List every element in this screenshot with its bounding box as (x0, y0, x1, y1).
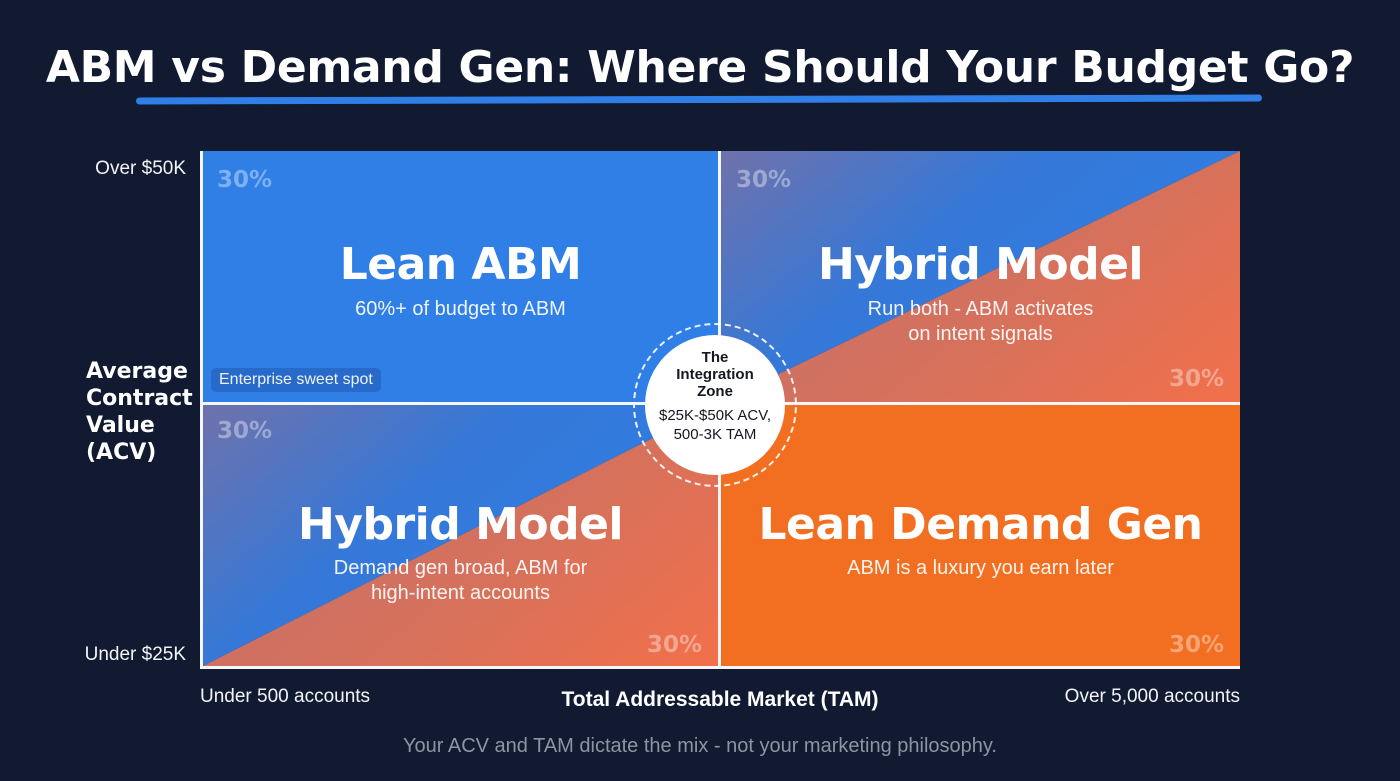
quadrant-subtitle-line: Run both - ABM activates (867, 298, 1094, 320)
percent-label: 30% (736, 167, 792, 193)
quadrant-lean-abm: 30% Lean ABM 60%+ of budget to ABM Enter… (203, 151, 718, 402)
y-axis-line (200, 151, 203, 669)
quadrant-hybrid-top: 30% Hybrid Model Run both - ABM activate… (721, 151, 1240, 402)
quadrant-title: Hybrid Model (297, 499, 624, 550)
percent-label: 30% (1168, 366, 1224, 392)
quadrant-subtitle-line: on intent signals (908, 323, 1053, 345)
y-axis-title-line: Average (86, 359, 188, 384)
percent-label: 30% (217, 167, 273, 193)
y-axis-top-label: Over $50K (95, 158, 186, 179)
x-axis-title: Total Addressable Market (TAM) (561, 688, 879, 711)
percent-label: 30% (646, 632, 702, 658)
integration-zone-detail: $25K-$50K ACV, 500-3K TAM (645, 406, 785, 444)
integration-zone-circle: The Integration Zone $25K-$50K ACV, 500-… (645, 335, 785, 475)
quadrant-lean-demand-gen: Lean Demand Gen ABM is a luxury you earn… (721, 405, 1240, 666)
x-axis-line (200, 666, 1240, 669)
title-underline (135, 94, 1263, 105)
zone-title-line: Integration (676, 366, 754, 383)
enterprise-sweet-spot-badge: Enterprise sweet spot (211, 368, 381, 392)
quadrant-title: Hybrid Model (817, 239, 1144, 290)
quadrant-title: Lean ABM (339, 239, 582, 290)
zone-detail-line: 500-3K TAM (673, 426, 757, 443)
percent-label: 30% (1168, 632, 1224, 658)
zone-detail-line: $25K-$50K ACV, (658, 407, 772, 424)
zone-title-line: Zone (697, 383, 733, 400)
y-axis-title: Average Contract Value (ACV) (86, 358, 196, 466)
x-axis-left-label: Under 500 accounts (200, 686, 371, 707)
percent-label: 30% (217, 418, 273, 444)
y-axis-bottom-label: Under $25K (84, 644, 186, 665)
diagonal-split-background (721, 151, 1240, 402)
quadrant-subtitle: ABM is a luxury you earn later (847, 557, 1114, 579)
footnote: Your ACV and TAM dictate the mix - not y… (402, 735, 997, 757)
quadrant-title: Lean Demand Gen (758, 499, 1203, 550)
quadrant-hybrid-bottom: 30% Hybrid Model Demand gen broad, ABM f… (203, 405, 718, 666)
y-axis-title-line: Contract (86, 386, 193, 411)
integration-zone-title: The Integration Zone (645, 349, 785, 400)
y-axis-title-line: Value (86, 413, 155, 438)
y-axis-title-line: (ACV) (86, 440, 157, 465)
quadrant-subtitle: 60%+ of budget to ABM (355, 298, 566, 320)
quadrant-subtitle-line: high-intent accounts (370, 582, 550, 604)
integration-zone-dashed-ring (633, 323, 797, 487)
diagonal-split-background (203, 405, 718, 666)
page-title: ABM vs Demand Gen: Where Should Your Bud… (45, 42, 1355, 93)
x-axis-right-label: Over 5,000 accounts (1064, 686, 1240, 707)
zone-title-line: The (701, 349, 729, 366)
quadrant-subtitle-line: Demand gen broad, ABM for (333, 557, 588, 579)
quadrant-matrix: 30% Lean ABM 60%+ of budget to ABM Enter… (200, 151, 1240, 669)
